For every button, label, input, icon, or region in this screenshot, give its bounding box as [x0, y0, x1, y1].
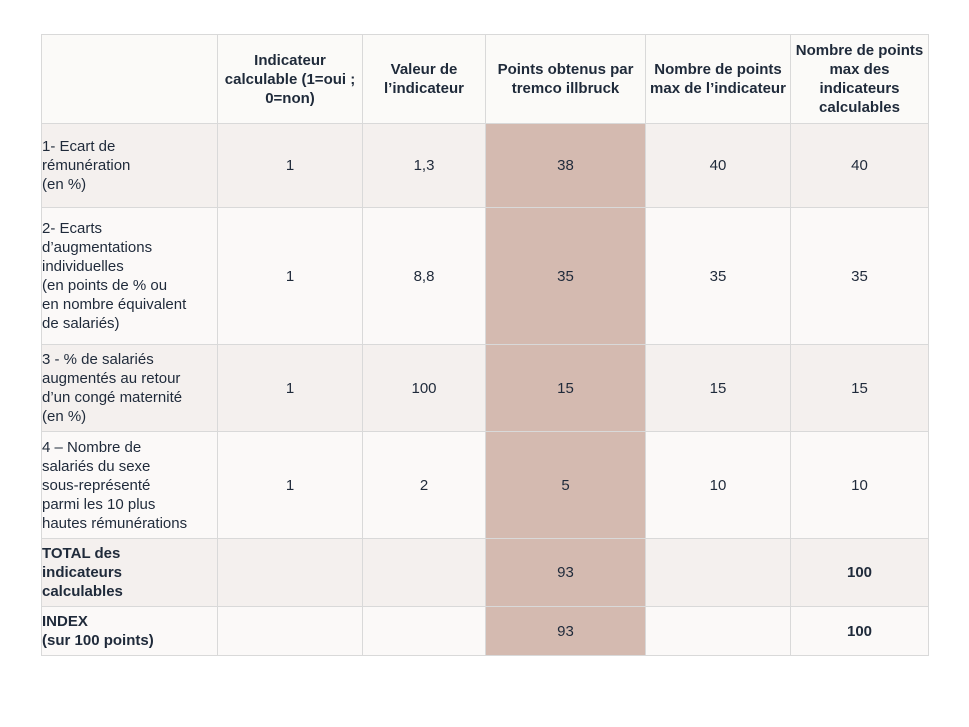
max-points-calculable: 10: [790, 431, 929, 539]
max-points-indicator: 10: [645, 431, 791, 539]
index-label: INDEX (sur 100 points): [41, 606, 218, 656]
empty-cell: [217, 538, 363, 607]
header-row: Indicateur calculable (1=oui ; 0=non) Va…: [41, 34, 929, 124]
index-egalite-table: Indicateur calculable (1=oui ; 0=non) Va…: [41, 34, 929, 656]
empty-cell: [645, 538, 791, 607]
calculable-value: 1: [217, 431, 363, 539]
max-points-calculable: 35: [790, 207, 929, 345]
indicator-label: 3 - % de salariés augmentés au retour d’…: [41, 344, 218, 432]
indicator-label: 1- Ecart de rémunération (en %): [41, 123, 218, 208]
index-row: INDEX (sur 100 points) 93 100: [41, 606, 929, 656]
index-max: 100: [790, 606, 929, 656]
max-points-indicator: 35: [645, 207, 791, 345]
header-calculable: Indicateur calculable (1=oui ; 0=non): [217, 34, 363, 124]
calculable-value: 1: [217, 344, 363, 432]
total-row: TOTAL des indicateurs calculables 93 100: [41, 538, 929, 607]
indicator-label: 4 – Nombre de salariés du sexe sous-repr…: [41, 431, 218, 539]
header-max-calculables: Nombre de points max des indicateurs cal…: [790, 34, 929, 124]
indicator-value: 2: [362, 431, 486, 539]
empty-cell: [217, 606, 363, 656]
indicator-value: 1,3: [362, 123, 486, 208]
indicator-value: 8,8: [362, 207, 486, 345]
calculable-value: 1: [217, 123, 363, 208]
index-points: 93: [485, 606, 646, 656]
empty-cell: [645, 606, 791, 656]
total-label: TOTAL des indicateurs calculables: [41, 538, 218, 607]
header-max-indicateur: Nombre de points max de l’indicateur: [645, 34, 791, 124]
header-points: Points obtenus par tremco illbruck: [485, 34, 646, 124]
points-obtained: 15: [485, 344, 646, 432]
max-points-calculable: 40: [790, 123, 929, 208]
empty-cell: [362, 538, 486, 607]
max-points-indicator: 40: [645, 123, 791, 208]
max-points-indicator: 15: [645, 344, 791, 432]
table-row: 3 - % de salariés augmentés au retour d’…: [41, 344, 929, 432]
points-obtained: 5: [485, 431, 646, 539]
header-valeur: Valeur de l’indicateur: [362, 34, 486, 124]
max-points-calculable: 15: [790, 344, 929, 432]
table-row: 4 – Nombre de salariés du sexe sous-repr…: [41, 431, 929, 539]
total-points: 93: [485, 538, 646, 607]
table-row: 1- Ecart de rémunération (en %) 1 1,3 38…: [41, 123, 929, 208]
calculable-value: 1: [217, 207, 363, 345]
indicator-value: 100: [362, 344, 486, 432]
table-row: 2- Ecarts d’augmentations individuelles …: [41, 207, 929, 345]
indicator-label: 2- Ecarts d’augmentations individuelles …: [41, 207, 218, 345]
points-obtained: 35: [485, 207, 646, 345]
total-max-calculable: 100: [790, 538, 929, 607]
header-label-cell: [41, 34, 218, 124]
empty-cell: [362, 606, 486, 656]
points-obtained: 38: [485, 123, 646, 208]
